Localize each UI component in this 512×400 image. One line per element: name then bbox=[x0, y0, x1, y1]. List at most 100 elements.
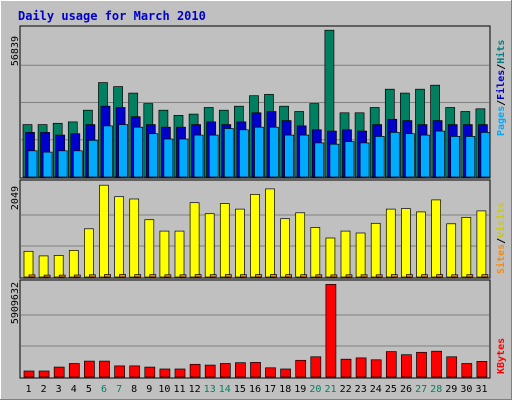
bar-sites-1 bbox=[28, 274, 36, 278]
bar-pages-13 bbox=[208, 134, 219, 178]
bar-kbytes-31 bbox=[476, 361, 488, 378]
bar-pages-24 bbox=[374, 136, 385, 178]
bar-kbytes-19 bbox=[295, 359, 307, 378]
bar-pages-7 bbox=[118, 124, 128, 178]
bar-pages-26 bbox=[405, 133, 415, 178]
bar-kbytes-26 bbox=[401, 354, 412, 378]
day-label-26: 26 bbox=[400, 384, 412, 395]
bar-visits-21 bbox=[325, 237, 336, 278]
bar-kbytes-29 bbox=[446, 356, 458, 378]
bar-visits-29 bbox=[446, 223, 457, 278]
bar-kbytes-23 bbox=[355, 357, 367, 378]
day-label-20: 20 bbox=[309, 384, 321, 395]
legend-hits: Hits bbox=[495, 40, 507, 64]
bar-pages-16 bbox=[254, 126, 264, 178]
bar-pages-2 bbox=[42, 151, 53, 178]
ytick-top: 56839 bbox=[10, 36, 21, 66]
bar-pages-17 bbox=[269, 126, 279, 178]
bar-visits-20 bbox=[310, 227, 321, 278]
bar-visits-8 bbox=[129, 198, 140, 278]
bar-pages-9 bbox=[148, 133, 159, 178]
bar-kbytes-1 bbox=[23, 370, 35, 378]
bar-kbytes-25 bbox=[385, 351, 397, 378]
bar-pages-20 bbox=[314, 142, 325, 178]
day-label-14: 14 bbox=[219, 384, 231, 395]
bar-visits-9 bbox=[144, 219, 155, 278]
bar-pages-25 bbox=[389, 132, 400, 178]
bar-visits-4 bbox=[68, 250, 79, 278]
legend-sep-2: / bbox=[496, 64, 507, 70]
legend-bottom: KBytes bbox=[496, 338, 507, 374]
day-label-9: 9 bbox=[146, 384, 152, 395]
bar-kbytes-30 bbox=[461, 363, 473, 378]
bar-sites-13 bbox=[209, 274, 217, 278]
legend-middle: Sites/Visits bbox=[495, 202, 507, 274]
day-label-31: 31 bbox=[475, 384, 487, 395]
day-label-24: 24 bbox=[370, 384, 382, 395]
day-labels: 1 2 3 4 5 6 7 8 9 10 11 12 13 14 15 16 17 18 19 20 21 22 23 24 2… bbox=[25, 384, 487, 395]
day-label-15: 15 bbox=[234, 384, 246, 395]
day-label-8: 8 bbox=[131, 384, 137, 395]
bar-pages-12 bbox=[193, 134, 204, 178]
bar-visits-30 bbox=[461, 217, 472, 278]
bar-visits-18 bbox=[280, 218, 290, 278]
bar-kbytes-5 bbox=[84, 360, 95, 378]
bar-kbytes-10 bbox=[159, 368, 171, 378]
bar-sites-20 bbox=[315, 274, 323, 278]
day-label-16: 16 bbox=[249, 384, 261, 395]
bar-sites-10 bbox=[164, 274, 172, 278]
bar-sites-19 bbox=[300, 274, 308, 278]
bar-pages-3 bbox=[57, 150, 68, 178]
bar-visits-26 bbox=[401, 208, 411, 278]
bar-kbytes-14 bbox=[219, 363, 231, 378]
bar-sites-29 bbox=[451, 274, 459, 278]
day-label-29: 29 bbox=[445, 384, 457, 395]
bar-kbytes-11 bbox=[174, 368, 186, 378]
bar-sites-26 bbox=[406, 274, 413, 278]
bar-visits-2 bbox=[38, 255, 49, 278]
bar-pages-8 bbox=[133, 126, 144, 178]
bar-kbytes-2 bbox=[38, 370, 50, 378]
legend-visits: Visits bbox=[495, 202, 507, 238]
bar-visits-31 bbox=[476, 210, 487, 278]
bar-sites-30 bbox=[466, 274, 474, 278]
bar-sites-23 bbox=[360, 274, 368, 278]
bar-sites-7 bbox=[119, 274, 126, 278]
bar-sites-27 bbox=[421, 274, 428, 278]
bar-pages-1 bbox=[27, 150, 38, 178]
legend-kbytes: KBytes bbox=[496, 338, 507, 374]
bar-kbytes-4 bbox=[68, 363, 80, 378]
bar-sites-24 bbox=[375, 274, 383, 278]
bar-kbytes-21 bbox=[325, 284, 337, 378]
legend-pages: Pages bbox=[496, 106, 507, 136]
bar-sites-15 bbox=[240, 274, 247, 278]
ytick-bottom: 5909632 bbox=[10, 282, 21, 324]
ytick-middle: 2049 bbox=[10, 186, 21, 210]
bar-pages-22 bbox=[344, 141, 355, 178]
bar-kbytes-6 bbox=[99, 360, 110, 378]
bar-sites-9 bbox=[149, 274, 157, 278]
day-label-21: 21 bbox=[324, 384, 336, 395]
bar-sites-2 bbox=[43, 274, 51, 278]
bar-pages-28 bbox=[435, 130, 445, 178]
day-label-28: 28 bbox=[430, 384, 442, 395]
bar-sites-17 bbox=[270, 274, 277, 278]
bar-sites-28 bbox=[436, 274, 443, 278]
bar-visits-14 bbox=[219, 203, 230, 278]
bar-sites-18 bbox=[285, 274, 292, 278]
day-label-25: 25 bbox=[385, 384, 397, 395]
bar-kbytes-22 bbox=[340, 358, 352, 378]
day-label-5: 5 bbox=[86, 384, 92, 395]
bar-pages-18 bbox=[284, 134, 294, 178]
day-label-2: 2 bbox=[41, 384, 47, 395]
bar-pages-11 bbox=[178, 138, 189, 178]
bar-sites-12 bbox=[194, 274, 202, 278]
day-label-11: 11 bbox=[173, 384, 185, 395]
bar-pages-23 bbox=[359, 142, 370, 178]
bar-sites-6 bbox=[104, 274, 111, 278]
day-label-13: 13 bbox=[204, 384, 216, 395]
bar-sites-31 bbox=[481, 274, 489, 278]
bar-visits-28 bbox=[431, 199, 441, 278]
bar-visits-5 bbox=[84, 228, 94, 278]
bar-sites-22 bbox=[345, 274, 353, 278]
